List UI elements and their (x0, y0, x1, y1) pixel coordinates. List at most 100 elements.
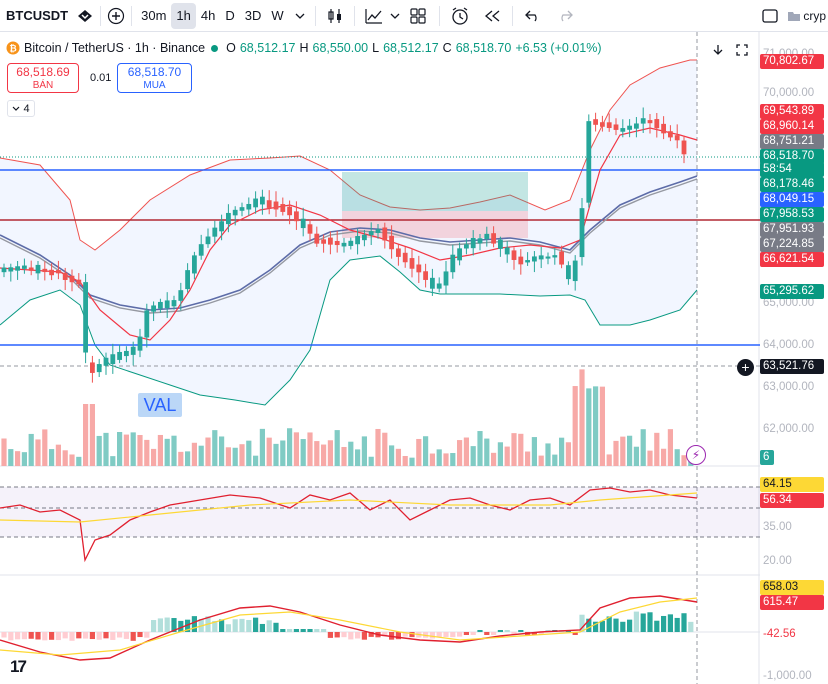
price-label: 68,178.46 (760, 177, 824, 192)
candle-body (321, 239, 326, 244)
sell-button[interactable]: 68,518.69 BÁN (7, 63, 79, 93)
interval-label: 3D (244, 8, 262, 23)
candle-body (613, 124, 619, 130)
price-label: 67,958.53 (760, 207, 824, 222)
interval-4h[interactable]: 4h (196, 3, 220, 29)
indicators-chevron-icon[interactable] (389, 5, 401, 27)
volume-bar (640, 429, 646, 466)
divider (314, 5, 316, 26)
interval-w[interactable]: W (266, 3, 288, 29)
candle-body (579, 208, 585, 258)
candle-body (130, 346, 136, 355)
price-tick: 62,000.00 (763, 423, 815, 435)
candle-body (158, 301, 163, 309)
volume-bar (35, 439, 41, 466)
scroll-down-arrow-icon[interactable] (708, 40, 728, 60)
alert-clock-icon[interactable] (444, 5, 476, 27)
macd-histogram-bar (69, 632, 75, 641)
candle-body (266, 200, 272, 208)
candle-body (83, 282, 88, 353)
instrument-name[interactable]: Bitcoin / TetherUS · 1h · Binance (24, 41, 206, 55)
volume-bar (327, 440, 333, 466)
indicators-icon[interactable] (359, 5, 389, 27)
market-open-dot-icon (211, 44, 219, 52)
volume-bar (89, 404, 95, 466)
chart-canvas[interactable] (0, 32, 828, 684)
symbol-search-button[interactable]: BTCUSDT (0, 3, 74, 29)
interval-d[interactable]: D (220, 3, 239, 29)
volume-bar (341, 446, 347, 466)
volume-bar (647, 450, 653, 466)
candle-body (532, 256, 537, 262)
candle-body (328, 237, 333, 245)
macd-histogram-bar (225, 624, 231, 632)
lightning-icon[interactable]: ⚡ (686, 445, 706, 465)
candle-body (681, 140, 687, 155)
candle-body (69, 275, 75, 283)
candle-body (171, 300, 177, 307)
sell-price: 68,518.69 (16, 65, 70, 79)
price-label: 67,224.85 (760, 237, 824, 252)
macd-histogram-bar (599, 620, 605, 632)
macd-histogram-bar (593, 621, 599, 632)
candle-style-icon[interactable] (320, 5, 350, 27)
candle-body (477, 238, 483, 244)
tradingview-logo-icon[interactable]: 17 (10, 657, 27, 676)
candle-body (198, 244, 204, 256)
volume-bar (144, 439, 150, 466)
interval-3d[interactable]: 3D (240, 3, 267, 29)
volume-bar (130, 432, 136, 466)
moving-average-line (0, 178, 698, 314)
volume-bar (491, 452, 497, 466)
interval-dropdown-chevron-icon[interactable] (289, 5, 311, 27)
layout-name-label[interactable]: cryp (803, 8, 826, 23)
undo-icon[interactable] (517, 5, 549, 27)
buy-button[interactable]: 68,518.70 MUA (117, 63, 192, 93)
candle-body (28, 267, 34, 271)
macd-histogram-bar (429, 632, 435, 639)
layout-grid-icon[interactable] (401, 5, 435, 27)
macd-histogram-bar (164, 617, 170, 632)
volume-bar (593, 386, 599, 466)
macd-histogram-bar (511, 632, 517, 635)
layout-square-icon[interactable] (755, 5, 785, 27)
macd-histogram-bar (157, 618, 163, 632)
volume-bar (62, 450, 68, 466)
replay-rewind-icon[interactable] (476, 5, 508, 27)
volume-bar (1, 438, 7, 466)
macd-histogram-bar (300, 629, 306, 632)
volume-bar (627, 435, 633, 466)
macd-histogram-bar (681, 613, 687, 632)
candle-body (253, 198, 258, 208)
volume-bar (382, 432, 388, 466)
macd-histogram-bar (21, 632, 27, 640)
volume-bar (185, 451, 191, 466)
symbol-info-icon[interactable] (74, 5, 96, 27)
add-plus-icon[interactable]: + (737, 359, 754, 376)
val-annotation[interactable]: VAL (138, 393, 182, 417)
redo-icon[interactable] (549, 5, 581, 27)
macd-histogram-bar (232, 619, 238, 632)
interval-30m[interactable]: 30m (136, 3, 171, 29)
volume-label: 6 (760, 450, 774, 465)
candle-body (586, 121, 592, 203)
candle-body (518, 256, 524, 265)
macd-histogram-bar (504, 630, 510, 632)
volume-bar (110, 456, 116, 466)
volume-bar (409, 457, 415, 466)
candle-body (511, 250, 517, 260)
folder-icon[interactable] (785, 5, 803, 27)
indicators-collapse-button[interactable]: 4 (7, 100, 35, 117)
volume-bar (15, 451, 21, 466)
candle-body (314, 233, 320, 244)
macd-histogram-bar (178, 620, 184, 632)
compare-add-icon[interactable] (105, 5, 127, 27)
bitcoin-logo-icon: ₿ (6, 41, 20, 55)
symbol-label: BTCUSDT (6, 8, 69, 23)
macd-signal-line (0, 597, 698, 656)
candle-body (525, 260, 530, 263)
interval-1h[interactable]: 1h (171, 2, 196, 29)
maximize-chart-icon[interactable] (732, 40, 752, 60)
volume-bar (293, 432, 299, 466)
macd-histogram-bar (266, 620, 272, 632)
